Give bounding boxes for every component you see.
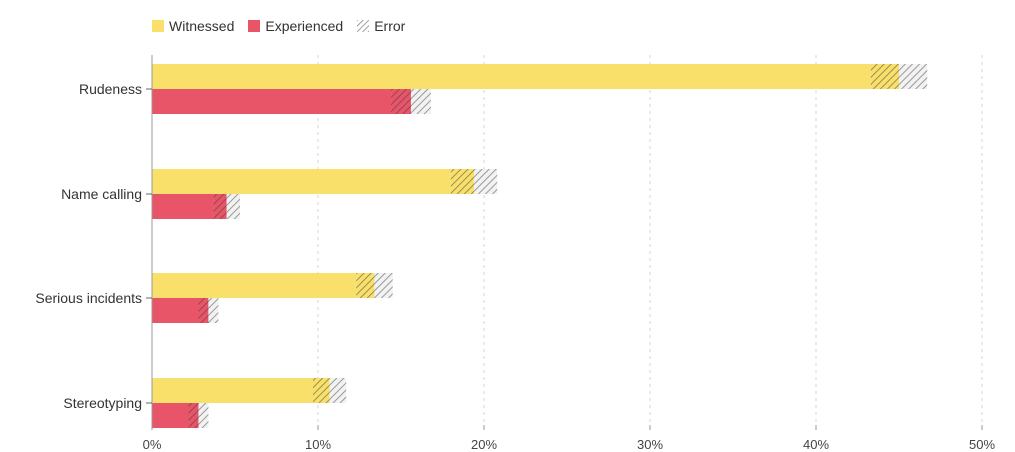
legend-label-witnessed: Witnessed [169,18,235,34]
bar-experienced [152,298,199,323]
error-outer-hatch [198,403,209,428]
bar-witnessed [152,169,451,194]
error-inner-hatch [450,169,475,194]
category-label: Rudeness [79,81,142,97]
x-tick-label: 30% [637,437,663,452]
error-inner-hatch [188,403,199,428]
legend-swatch-error [357,20,370,32]
legend-item-witnessed: Witnessed [152,18,234,34]
bar-witnessed [152,273,357,298]
bar-experienced [152,194,214,219]
bar-experienced [152,89,392,114]
legend: Witnessed Experienced Error [152,18,405,34]
error-outer-hatch [899,64,928,89]
x-tick-label: 50% [969,437,995,452]
error-inner-hatch [198,298,209,323]
legend-item-experienced: Experienced [248,18,343,34]
legend-swatch-experienced [248,20,261,32]
category-label: Name calling [61,186,142,202]
grid-layer [317,55,983,425]
error-inner-hatch [213,194,227,219]
category-label: Stereotyping [63,395,142,411]
error-outer-hatch [208,298,219,323]
error-outer-hatch [226,194,240,219]
legend-label-experienced: Experienced [265,18,344,34]
error-inner-hatch [870,64,899,89]
error-inner-hatch [313,378,330,403]
legend-label-error: Error [374,18,406,34]
error-outer-hatch [474,169,498,194]
bar-layer [152,64,928,428]
error-inner-hatch [356,273,375,298]
error-outer-hatch [329,378,347,403]
error-outer-hatch [374,273,393,298]
legend-swatch-witnessed [152,20,164,32]
x-tick-label: 20% [471,437,497,452]
error-outer-hatch [410,89,431,114]
axis-layer: 0% 10% 20% 30% 40% 50% Rudeness Name calling Ser… [35,55,995,452]
error-inner-hatch [391,89,411,114]
bar-experienced [152,403,189,428]
bar-witnessed [152,378,314,403]
x-tick-label: 10% [305,437,331,452]
legend-item-error: Error [357,18,405,34]
category-label: Serious incidents [35,290,142,306]
bar-witnessed [152,64,871,89]
x-tick-label: 40% [803,437,829,452]
x-tick-label: 0% [143,437,162,452]
